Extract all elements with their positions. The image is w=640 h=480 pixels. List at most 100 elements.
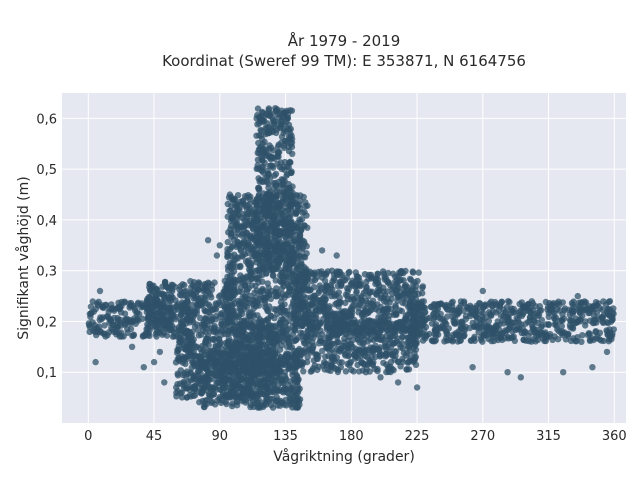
data-point xyxy=(248,375,255,382)
x-tick-label: 360 xyxy=(602,429,627,444)
data-point xyxy=(409,303,416,310)
data-point xyxy=(153,296,161,303)
data-point xyxy=(333,324,340,331)
data-point xyxy=(96,287,104,295)
y-tick-label: 0,4 xyxy=(36,214,57,229)
data-point xyxy=(152,330,160,338)
data-point xyxy=(287,334,294,342)
data-point xyxy=(599,306,606,313)
data-point xyxy=(320,362,327,369)
data-point xyxy=(537,307,545,314)
data-point xyxy=(396,293,403,300)
data-point xyxy=(370,336,377,344)
data-point xyxy=(272,252,279,260)
data-point xyxy=(534,336,542,343)
data-point xyxy=(183,292,190,300)
data-point xyxy=(226,295,234,302)
data-point xyxy=(188,364,195,371)
data-point xyxy=(389,351,396,358)
data-point xyxy=(307,286,314,293)
data-point xyxy=(260,115,267,122)
data-point xyxy=(392,304,399,311)
data-point xyxy=(288,253,295,260)
data-point xyxy=(264,327,271,334)
data-point xyxy=(232,368,239,375)
data-point xyxy=(228,378,235,385)
data-point xyxy=(228,364,235,371)
data-point xyxy=(219,373,226,381)
data-point xyxy=(306,319,314,326)
data-point xyxy=(430,311,437,318)
data-point xyxy=(482,301,489,308)
data-point xyxy=(277,375,284,382)
data-point xyxy=(174,372,182,379)
data-point xyxy=(316,340,323,347)
data-point xyxy=(255,340,262,348)
data-point xyxy=(319,347,326,355)
data-point xyxy=(251,346,258,354)
data-point xyxy=(289,392,296,399)
data-point xyxy=(187,377,194,384)
data-point xyxy=(277,294,285,301)
data-point xyxy=(181,370,188,377)
data-point xyxy=(150,303,158,310)
data-point xyxy=(264,120,271,127)
data-point xyxy=(311,292,319,300)
data-point xyxy=(264,240,271,247)
data-point xyxy=(327,321,334,328)
data-point xyxy=(361,271,369,278)
data-point xyxy=(211,322,218,330)
data-point xyxy=(606,312,613,320)
data-point xyxy=(246,323,253,330)
data-point xyxy=(324,345,331,352)
data-point xyxy=(405,344,412,351)
data-point xyxy=(275,141,282,148)
data-point xyxy=(403,349,411,357)
data-point xyxy=(231,226,238,234)
data-point xyxy=(342,368,350,375)
data-point xyxy=(428,303,435,310)
data-point xyxy=(286,185,293,192)
data-point xyxy=(290,298,297,305)
data-point xyxy=(271,172,278,179)
data-point xyxy=(203,335,211,342)
data-point xyxy=(167,297,174,304)
data-point xyxy=(257,359,264,366)
data-point xyxy=(231,383,238,390)
data-point xyxy=(585,330,593,337)
data-point xyxy=(254,381,261,388)
data-point xyxy=(178,353,186,360)
data-point xyxy=(238,339,245,346)
data-point xyxy=(602,301,610,308)
data-point xyxy=(431,326,438,334)
data-point xyxy=(374,289,381,297)
data-point xyxy=(172,297,179,304)
data-point xyxy=(305,313,312,321)
y-tick-label: 0,2 xyxy=(36,315,57,330)
data-point xyxy=(294,202,301,209)
data-point xyxy=(233,254,241,261)
data-point xyxy=(237,344,244,351)
data-point xyxy=(348,366,355,374)
data-point xyxy=(288,244,295,251)
data-point xyxy=(279,181,286,188)
data-point xyxy=(186,308,193,315)
data-point xyxy=(211,363,218,370)
data-point xyxy=(293,355,300,362)
data-point xyxy=(204,237,212,244)
data-point xyxy=(402,312,409,319)
data-point xyxy=(568,299,576,307)
data-point xyxy=(237,224,245,231)
data-point xyxy=(556,307,563,314)
data-point xyxy=(193,310,200,317)
data-point xyxy=(270,147,277,154)
data-point xyxy=(264,280,271,287)
data-point xyxy=(449,303,456,310)
data-point xyxy=(450,317,457,325)
data-point xyxy=(309,278,316,285)
data-point xyxy=(224,238,231,246)
data-point xyxy=(92,305,100,313)
data-point xyxy=(168,286,175,293)
data-point xyxy=(180,378,187,386)
data-point xyxy=(226,246,234,253)
